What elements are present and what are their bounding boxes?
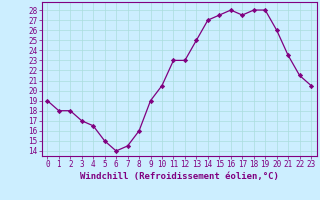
X-axis label: Windchill (Refroidissement éolien,°C): Windchill (Refroidissement éolien,°C) (80, 172, 279, 181)
